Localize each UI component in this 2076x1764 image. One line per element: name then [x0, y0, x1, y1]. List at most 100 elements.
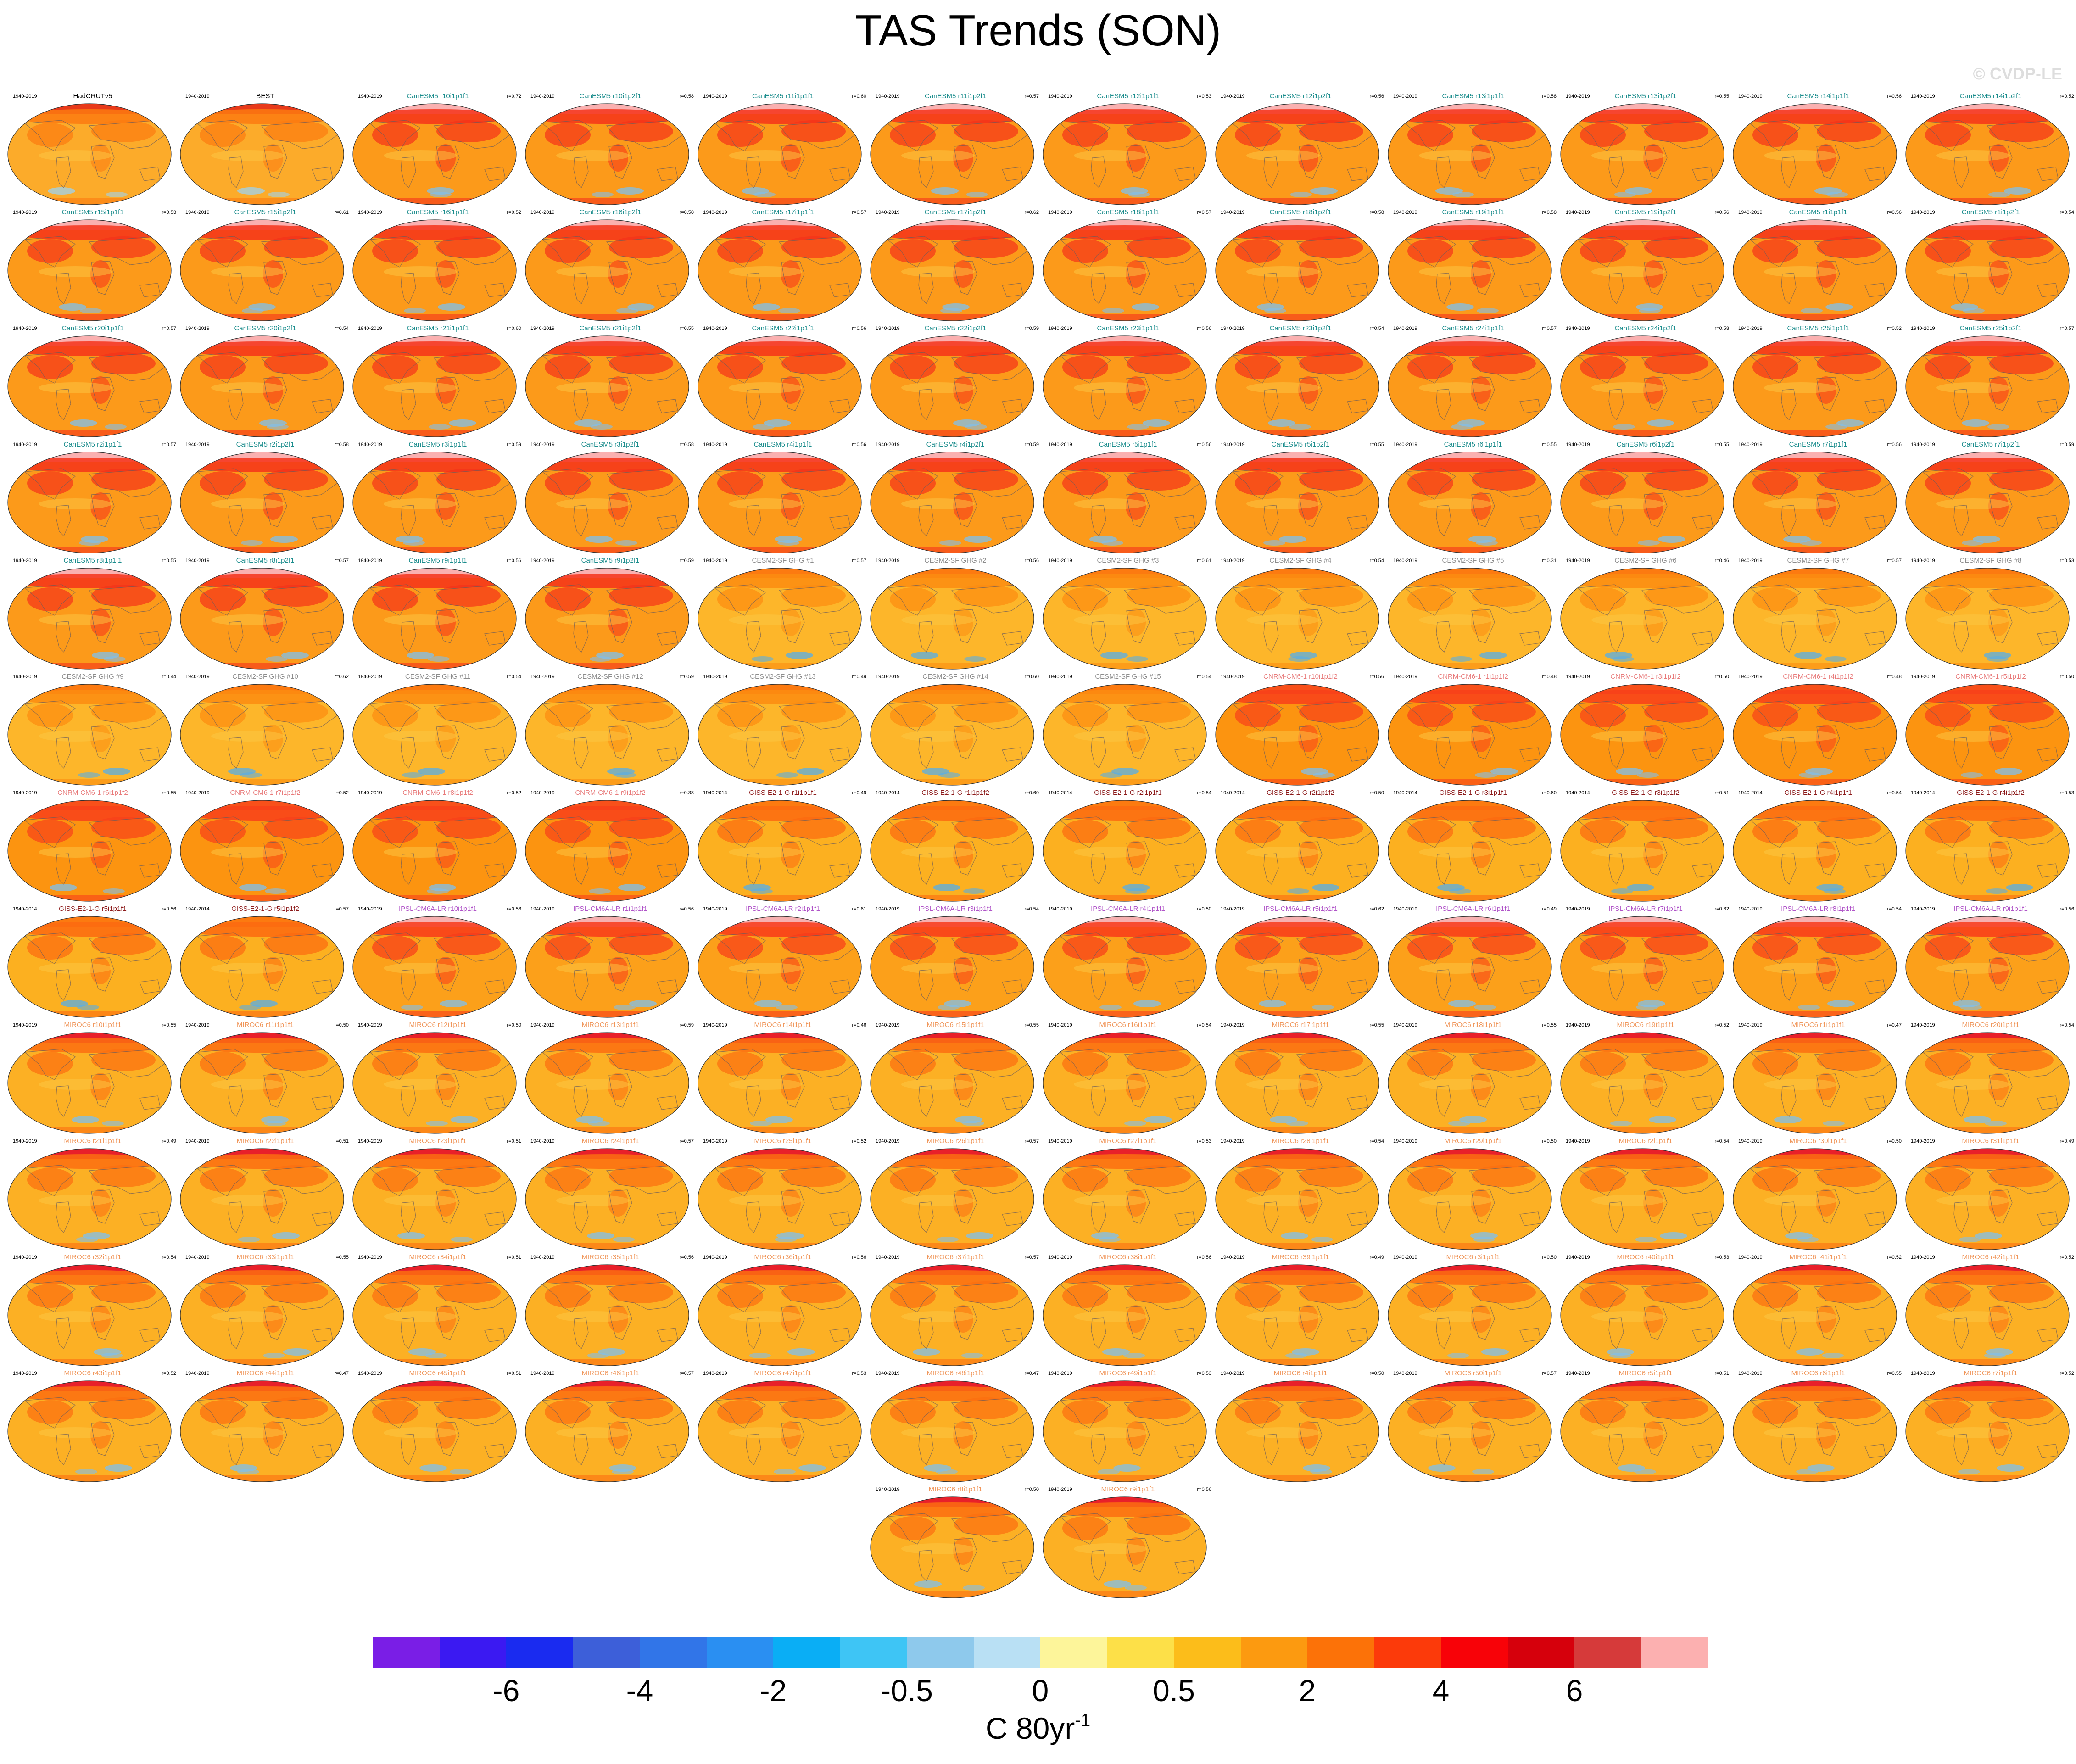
continent-outline [1471, 377, 1495, 411]
continent-outline [887, 584, 939, 616]
panel-title: MIROC6 r12i1p1f1 [409, 1021, 467, 1029]
southern-ocean-cooling [936, 1469, 958, 1474]
continent-outline [829, 747, 851, 762]
panel-period: 1940-2019 [1048, 1371, 1072, 1376]
panel-correlation: r=0.55 [162, 1022, 177, 1028]
high-latitude-warming [182, 574, 342, 588]
high-latitude-warming [527, 690, 687, 704]
continent-outline [954, 261, 977, 295]
north-america-warming [372, 239, 418, 263]
continent-outline [1922, 468, 1974, 500]
high-latitude-warming [1390, 922, 1550, 937]
southern-ocean-cooling [1987, 424, 2009, 430]
panel-correlation: r=0.51 [334, 1139, 349, 1144]
north-america-warming [200, 936, 246, 960]
continent-outline [1989, 1306, 2013, 1340]
continent-outline [541, 700, 594, 732]
high-latitude-warming [1044, 1502, 1205, 1517]
panel-title: MIROC6 r3i1p1f1 [1446, 1253, 1500, 1261]
high-latitude-warming [182, 225, 342, 240]
panel-title: MIROC6 r41i1p1f1 [1789, 1253, 1847, 1261]
southern-ocean-cooling [1825, 424, 1847, 430]
panel-correlation: r=0.50 [334, 1022, 349, 1028]
map-panel: 1940-2019 IPSL-CM6A-LR r2i1p1f1 r=0.61 [697, 905, 869, 1023]
continent-outline [608, 1073, 632, 1108]
southern-ocean-cooling [1474, 1005, 1496, 1010]
tropical-band [1074, 731, 1147, 742]
north-america-warming [1407, 471, 1453, 495]
panel-correlation: r=0.61 [852, 906, 867, 912]
map-panel: 1940-2019 CanESM5 r3i1p1f1 r=0.59 [352, 441, 524, 559]
map-border [870, 452, 1034, 553]
map-border [1215, 1148, 1379, 1250]
panel-correlation: r=0.59 [679, 674, 694, 680]
continent-outline [608, 493, 632, 527]
map-border [1043, 684, 1207, 786]
panel-correlation: r=0.57 [334, 558, 349, 564]
panel-correlation: r=0.56 [1714, 210, 1730, 215]
continent-outline [954, 1538, 977, 1572]
high-latitude-warming [1217, 1270, 1378, 1285]
high-latitude-warming [872, 341, 1032, 356]
map-border [1905, 335, 2070, 437]
map-border [7, 1380, 172, 1482]
southern-ocean-cooling [48, 187, 75, 195]
trend-map [7, 1264, 172, 1366]
southern-ocean-cooling [1797, 1237, 1819, 1242]
map-border [1215, 219, 1379, 321]
panel-correlation: r=0.56 [1887, 94, 1902, 99]
continent-outline [918, 505, 934, 537]
panel-title: MIROC6 r13i1p1f1 [581, 1021, 639, 1029]
continent-outline [541, 120, 594, 151]
panel-title: CNRM-CM6-1 r10i1p1f2 [1263, 673, 1338, 681]
map-panel: 1940-2019 CanESM5 r3i1p2f1 r=0.58 [524, 441, 697, 559]
continent-outline [1608, 156, 1624, 189]
map-border [525, 568, 689, 670]
continent-outline [1232, 1281, 1284, 1312]
map-border [7, 1264, 172, 1366]
continent-outline [263, 145, 287, 179]
panel-period: 1940-2019 [530, 906, 555, 912]
panel-correlation: r=0.62 [1024, 210, 1039, 215]
map-border [525, 1148, 689, 1250]
panel-title: MIROC6 r15i1p1f1 [926, 1021, 984, 1029]
trend-map [1560, 684, 1724, 786]
panel-title: IPSL-CM6A-LR r2i1p1f1 [746, 905, 820, 913]
continent-outline [24, 352, 76, 384]
panel-correlation: r=0.55 [1714, 442, 1730, 447]
map-border [1560, 1148, 1724, 1250]
tropical-band [1764, 382, 1837, 393]
panel-correlation: r=0.55 [334, 1255, 349, 1260]
southern-ocean-cooling [962, 1121, 984, 1126]
map-border [1043, 1032, 1207, 1134]
north-america-warming [890, 703, 936, 727]
panel-title: IPSL-CM6A-LR r6i1p1f1 [1436, 905, 1510, 913]
continent-outline [1781, 853, 1797, 885]
southern-ocean-cooling [419, 1464, 447, 1472]
trend-map [870, 800, 1034, 902]
continent-outline [1263, 1085, 1279, 1117]
southern-ocean-cooling [964, 656, 986, 662]
continent-outline [228, 505, 244, 537]
panel-correlation: r=0.59 [2059, 442, 2075, 447]
continent-outline [1953, 737, 1969, 769]
tropical-band [1074, 150, 1147, 161]
panel-period: 1940-2019 [13, 1022, 37, 1028]
continent-outline [228, 1201, 244, 1234]
southern-ocean-cooling [938, 1005, 960, 1010]
colorbar-cell [1441, 1637, 1508, 1668]
southern-ocean-cooling [614, 1005, 636, 1010]
high-latitude-warming [1217, 225, 1378, 240]
southern-ocean-cooling [1125, 1585, 1147, 1591]
continent-outline [1347, 979, 1368, 994]
map-border [1905, 452, 2070, 553]
panel-period: 1940-2019 [1566, 442, 1590, 447]
southern-ocean-cooling [1647, 419, 1674, 427]
tropical-band [39, 266, 112, 277]
southern-ocean-cooling [1477, 308, 1499, 313]
panel-title: IPSL-CM6A-LR r4i1p1f1 [1091, 905, 1165, 913]
southern-ocean-cooling [1997, 1464, 2024, 1472]
map-border [1043, 335, 1207, 437]
continent-outline [573, 969, 589, 1001]
southern-ocean-cooling [1473, 1237, 1495, 1242]
